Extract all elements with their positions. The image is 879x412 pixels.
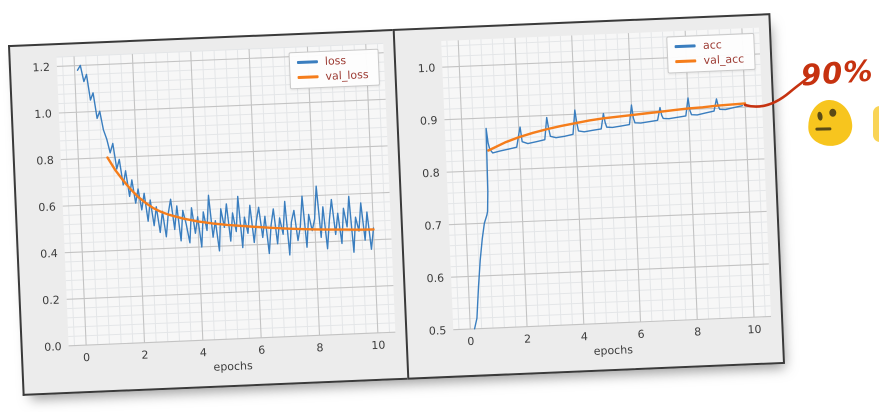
legend-label: val_loss: [325, 68, 369, 83]
tick-label: 0.2: [42, 294, 60, 308]
tick-label: 10: [747, 323, 762, 337]
tick-label: 0: [467, 335, 475, 348]
tick-label: 0.8: [36, 154, 54, 168]
tick-label: 0.9: [420, 114, 438, 128]
tick-label: 2: [141, 349, 149, 362]
handwritten-arrow-icon: [743, 75, 811, 108]
tick-label: 0.8: [422, 167, 440, 181]
handwritten-90-percent-label: 90%: [799, 53, 875, 93]
emoji-right-eye: [829, 108, 837, 118]
loss-line-swatch-icon: [296, 60, 318, 65]
val_loss-line-swatch-icon: [297, 75, 319, 80]
tick-label: 2: [524, 332, 532, 345]
loss-chart-panel: 0 2 4 6 8 10 0.0 0.2 0.4 0.6 0.8 1.0 1.2 epochs loss va…: [7, 29, 408, 396]
series-acc-line: [473, 97, 743, 330]
tick-label: 4: [200, 346, 208, 359]
tick-label: 0.0: [44, 340, 62, 354]
tick-label: 0.5: [429, 324, 447, 338]
plot-area: [441, 27, 772, 330]
val_acc-line-swatch-icon: [675, 59, 697, 64]
loss-chart-legend: loss val_loss: [288, 48, 381, 90]
tick-label: 0.4: [40, 247, 58, 261]
emoji-left-eye: [816, 111, 824, 122]
tick-label: 6: [637, 328, 645, 341]
tick-label: 1.0: [418, 62, 436, 76]
legend-item-acc: acc: [674, 37, 744, 53]
tick-label: 0.6: [38, 200, 56, 214]
tick-label: 6: [258, 344, 266, 357]
series-val_loss-line: [106, 156, 375, 231]
tick-label: 8: [694, 325, 702, 338]
tick-label: 1.2: [32, 61, 50, 75]
legend-label: loss: [324, 53, 347, 68]
legend-label: acc: [702, 38, 723, 53]
legend-item-loss: loss: [296, 53, 369, 69]
loss-chart-svg: 0 2 4 6 8 10 0.0 0.2 0.4 0.6 0.8 1.0 1.2 epochs: [32, 42, 396, 374]
tilted-screenshot-sheet: 0 2 4 6 8 10 0.0 0.2 0.4 0.6 0.8 1.0 1.2 epochs loss va…: [7, 13, 786, 396]
acc-line-swatch-icon: [674, 44, 697, 49]
x-axis-label: epochs: [593, 343, 633, 358]
tick-label: 1.0: [34, 107, 52, 121]
tick-label: 0.7: [424, 219, 442, 233]
x-axis-label: epochs: [213, 359, 253, 374]
tick-label: 0.6: [426, 272, 444, 286]
tick-label: 4: [581, 330, 589, 343]
legend-item-val_acc: val_acc: [675, 52, 744, 68]
tick-label: 8: [316, 341, 324, 354]
series-val_acc-line: [487, 102, 747, 152]
legend-label: val_acc: [703, 52, 745, 68]
legend-item-val_loss: val_loss: [297, 68, 369, 84]
accuracy-chart-panel: 0 2 4 6 8 10 0.5 0.6 0.7 0.8 0.9 1.0 epochs acc val_ac…: [392, 13, 786, 380]
tick-label: 0: [83, 351, 91, 364]
clipped-emoji-sliver: [873, 106, 879, 142]
accuracy-chart-legend: acc val_acc: [666, 32, 756, 74]
tick-label: 10: [371, 339, 386, 353]
emoji-mouth: [815, 127, 832, 131]
